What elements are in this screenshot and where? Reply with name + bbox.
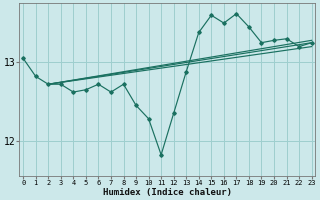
X-axis label: Humidex (Indice chaleur): Humidex (Indice chaleur) bbox=[103, 188, 232, 197]
